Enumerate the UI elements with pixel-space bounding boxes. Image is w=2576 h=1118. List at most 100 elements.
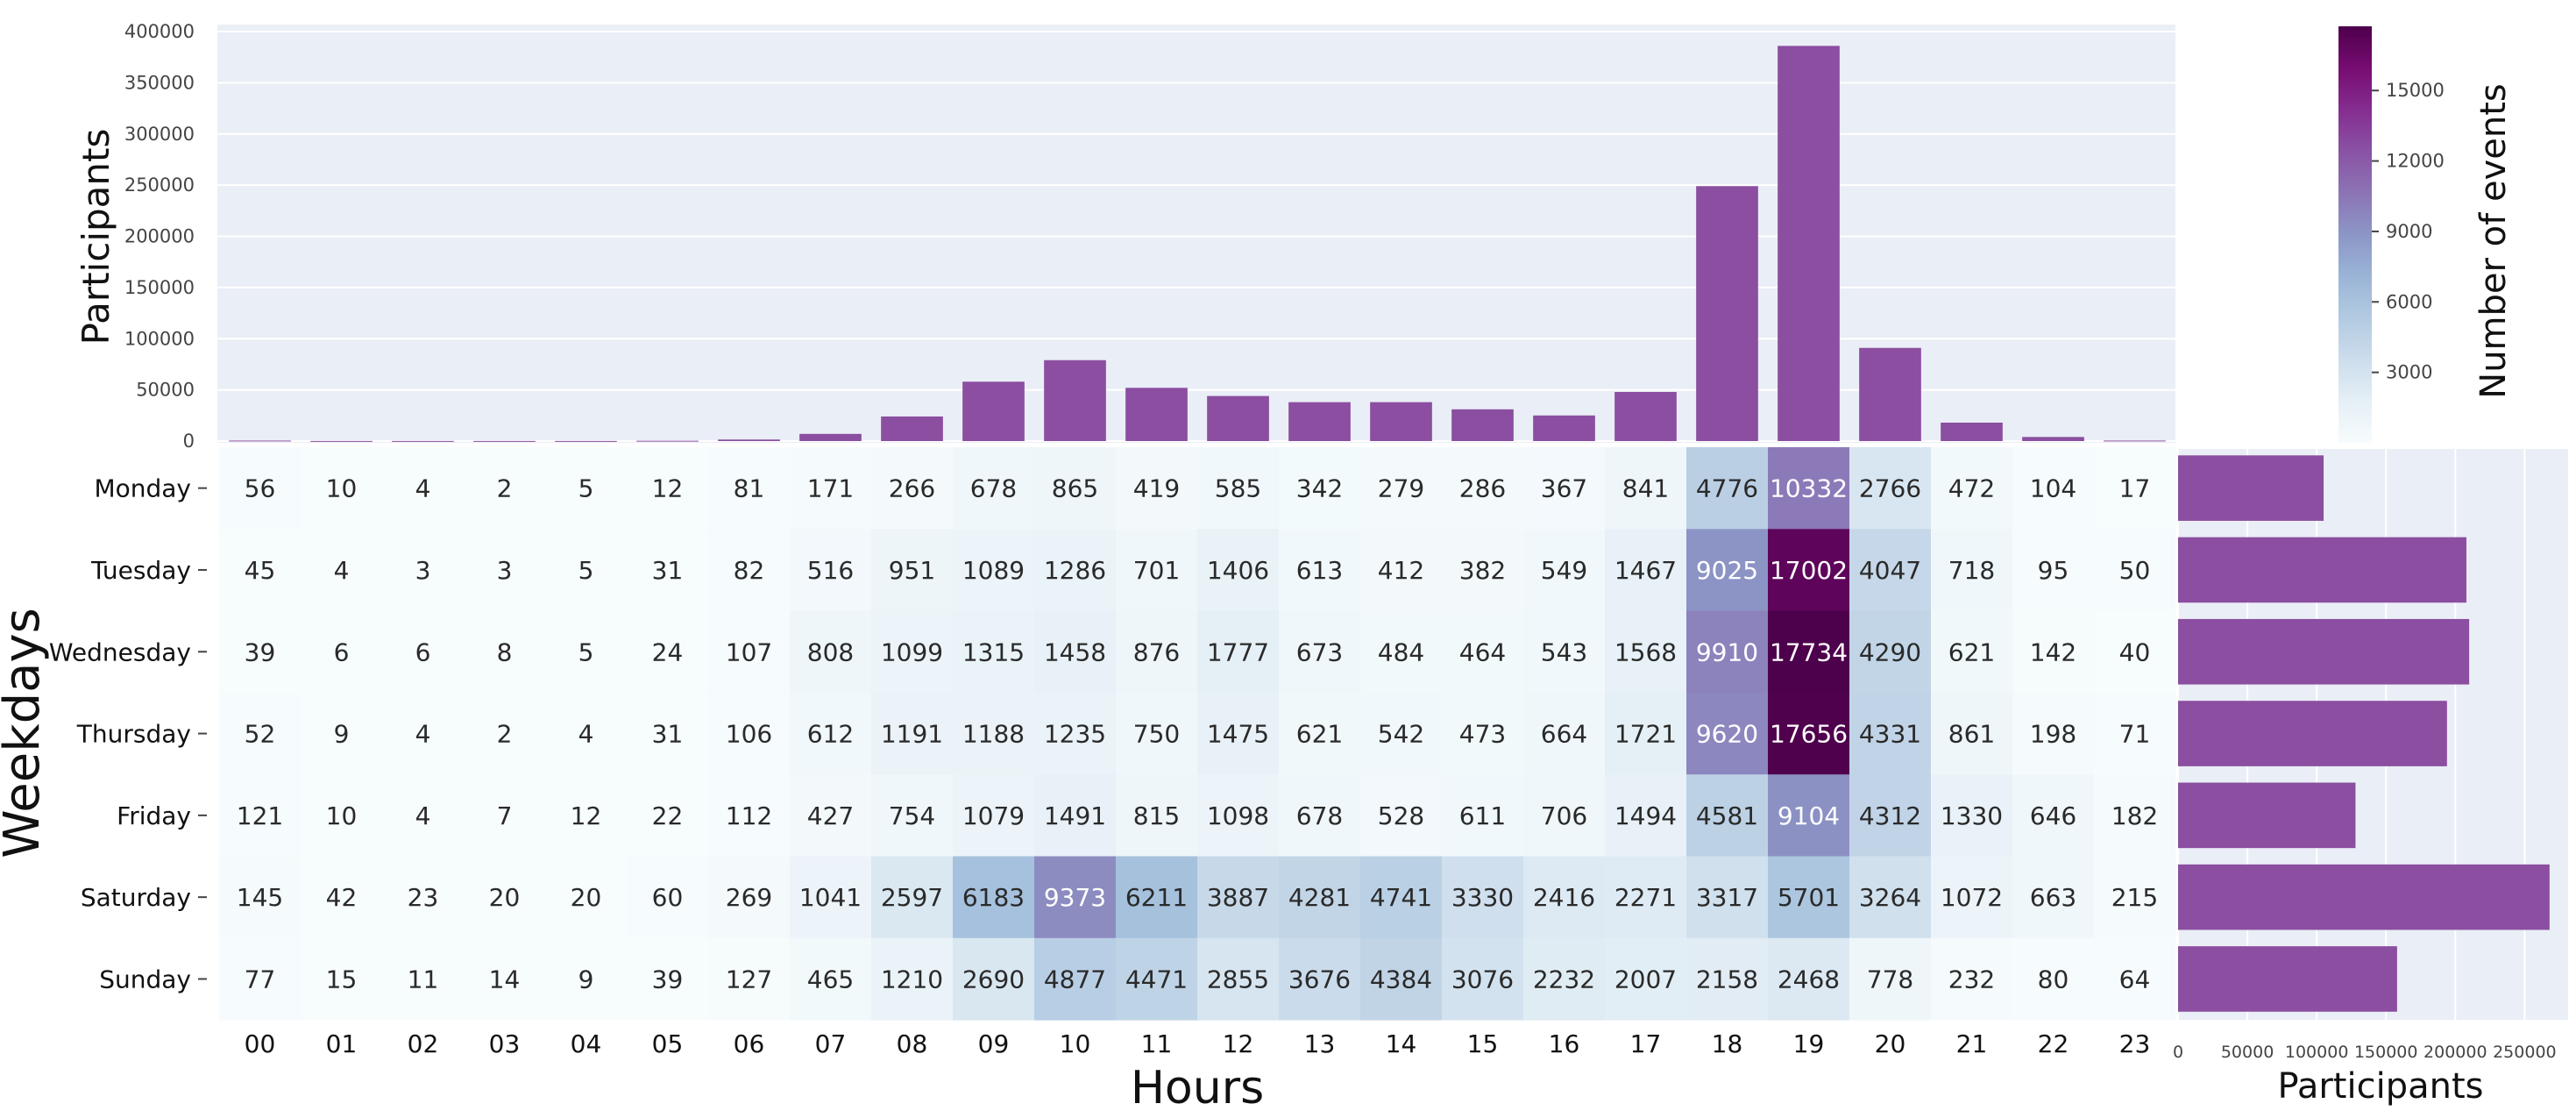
heatmap-cell-label: 865 xyxy=(1052,474,1098,503)
heatmap-cell-label: 121 xyxy=(237,801,283,830)
heatmap-cell-label: 77 xyxy=(245,965,276,993)
top-bar xyxy=(2022,437,2084,441)
heatmap-cell-label: 182 xyxy=(2111,801,2158,830)
heatmap-cell xyxy=(1279,447,1361,530)
heatmap-cell-label: 673 xyxy=(1296,637,1343,666)
heatmap-cell xyxy=(1279,529,1361,612)
heatmap-cell xyxy=(1849,529,1932,612)
top-bar xyxy=(1696,186,1758,442)
heatmap-cell-label: 15 xyxy=(326,965,358,993)
heatmap-cell-label: 17 xyxy=(2119,474,2151,503)
heatmap-cell-label: 31 xyxy=(652,720,684,749)
colorbar-tick-label: 15000 xyxy=(2386,80,2445,101)
heatmap-cell xyxy=(301,937,383,1021)
side-x-tick-label: 150000 xyxy=(2354,1043,2418,1062)
heatmap-cell xyxy=(1034,856,1117,939)
heatmap-cell xyxy=(464,610,546,694)
heatmap-cell xyxy=(1034,774,1117,857)
heatmap-cell-label: 82 xyxy=(734,556,765,585)
hour-tick-label: 20 xyxy=(1875,1029,1906,1058)
heatmap-cell xyxy=(1605,774,1687,857)
heatmap-cell-label: 646 xyxy=(2030,801,2076,830)
top-bar xyxy=(1207,395,1269,441)
heatmap-cell-label: 549 xyxy=(1541,556,1587,585)
heatmap-cell-label: 6183 xyxy=(962,883,1025,912)
heatmap-cell xyxy=(1442,529,1524,612)
heatmap-cell xyxy=(1523,529,1606,612)
heatmap-cell-label: 104 xyxy=(2030,474,2076,503)
hour-tick-label: 01 xyxy=(326,1029,358,1058)
heatmap-cell xyxy=(627,447,709,530)
heatmap-cell-label: 127 xyxy=(726,965,772,993)
heatmap-cell-label: 9373 xyxy=(1044,883,1106,912)
top-bar xyxy=(1370,402,1432,441)
heatmap-cell xyxy=(790,856,872,939)
heatmap-cell xyxy=(871,610,954,694)
heatmap-cell-label: 4776 xyxy=(1696,474,1758,503)
heatmap-cell-label: 2766 xyxy=(1859,474,1921,503)
heatmap-cell xyxy=(708,692,791,775)
top-bar xyxy=(1044,360,1106,441)
heatmap-cell xyxy=(1116,774,1198,857)
hour-tick-label: 03 xyxy=(489,1029,521,1058)
heatmap-cell xyxy=(1197,447,1280,530)
hour-tick-label: 05 xyxy=(652,1029,684,1058)
hour-tick-label: 15 xyxy=(1467,1029,1499,1058)
heatmap-cell xyxy=(627,856,709,939)
heatmap-cell xyxy=(219,692,302,775)
heatmap-cell xyxy=(1931,937,2013,1021)
heatmap-cell-label: 4 xyxy=(415,720,431,749)
heatmap-cell xyxy=(219,447,302,530)
heatmap-cell-label: 5 xyxy=(578,474,594,503)
side-x-tick-label: 100000 xyxy=(2285,1043,2349,1062)
top-bar xyxy=(1125,388,1188,441)
heatmap-cell xyxy=(382,610,465,694)
hour-tick-label: 07 xyxy=(815,1029,847,1058)
heatmap-cell-label: 12 xyxy=(571,801,602,830)
heatmap-cell-label: 1191 xyxy=(881,720,943,749)
heatmap-cell-label: 10 xyxy=(326,474,358,503)
heatmap-cell xyxy=(871,692,954,775)
heatmap-cell xyxy=(627,937,709,1021)
heatmap-cell xyxy=(1523,447,1606,530)
heatmap-cell-label: 1467 xyxy=(1614,556,1677,585)
top-y-tick-label: 250000 xyxy=(124,174,195,196)
heatmap-cell xyxy=(1605,692,1687,775)
heatmap-cell-label: 419 xyxy=(1133,474,1180,503)
heatmap-cell xyxy=(219,774,302,857)
colorbar-tick-label: 12000 xyxy=(2386,151,2445,172)
heatmap-cell-label: 1330 xyxy=(1941,801,2003,830)
heatmap-cell-label: 1098 xyxy=(1207,801,1269,830)
heatmap-cell xyxy=(464,856,546,939)
top-bar xyxy=(1614,391,1677,441)
heatmap-cell xyxy=(1768,774,1850,857)
heatmap-cell xyxy=(953,692,1035,775)
heatmap-cell-label: 1079 xyxy=(962,801,1025,830)
heatmap-cell xyxy=(2094,529,2176,612)
heatmap-cell-label: 1072 xyxy=(1941,883,2003,912)
heatmap-cell xyxy=(1197,856,1280,939)
heatmap-cell xyxy=(1442,447,1524,530)
heatmap-cell xyxy=(2012,774,2095,857)
heatmap-cell xyxy=(1197,774,1280,857)
heatmap-cell xyxy=(219,937,302,1021)
heatmap-cell-label: 621 xyxy=(1948,637,1995,666)
heatmap-cell-label: 750 xyxy=(1133,720,1180,749)
heatmap-cell-label: 5701 xyxy=(1778,883,1840,912)
heatmap-cell xyxy=(871,856,954,939)
heatmap-cell-label: 678 xyxy=(970,474,1017,503)
heatmap-cell xyxy=(219,529,302,612)
heatmap-cell-label: 5 xyxy=(578,637,594,666)
top-y-tick-label: 200000 xyxy=(124,226,195,247)
heatmap-cell xyxy=(1605,937,1687,1021)
heatmap-cell-label: 2597 xyxy=(881,883,943,912)
top-bar xyxy=(1288,402,1351,441)
heatmap-cell-label: 382 xyxy=(1459,556,1506,585)
heatmap-cell-label: 17002 xyxy=(1770,556,1848,585)
heatmap-cell xyxy=(2094,774,2176,857)
weekday-tick-label: Monday xyxy=(94,474,191,503)
hour-tick-label: 21 xyxy=(1956,1029,1988,1058)
heatmap-cell-label: 528 xyxy=(1378,801,1424,830)
heatmap-cell-label: 52 xyxy=(245,720,276,749)
